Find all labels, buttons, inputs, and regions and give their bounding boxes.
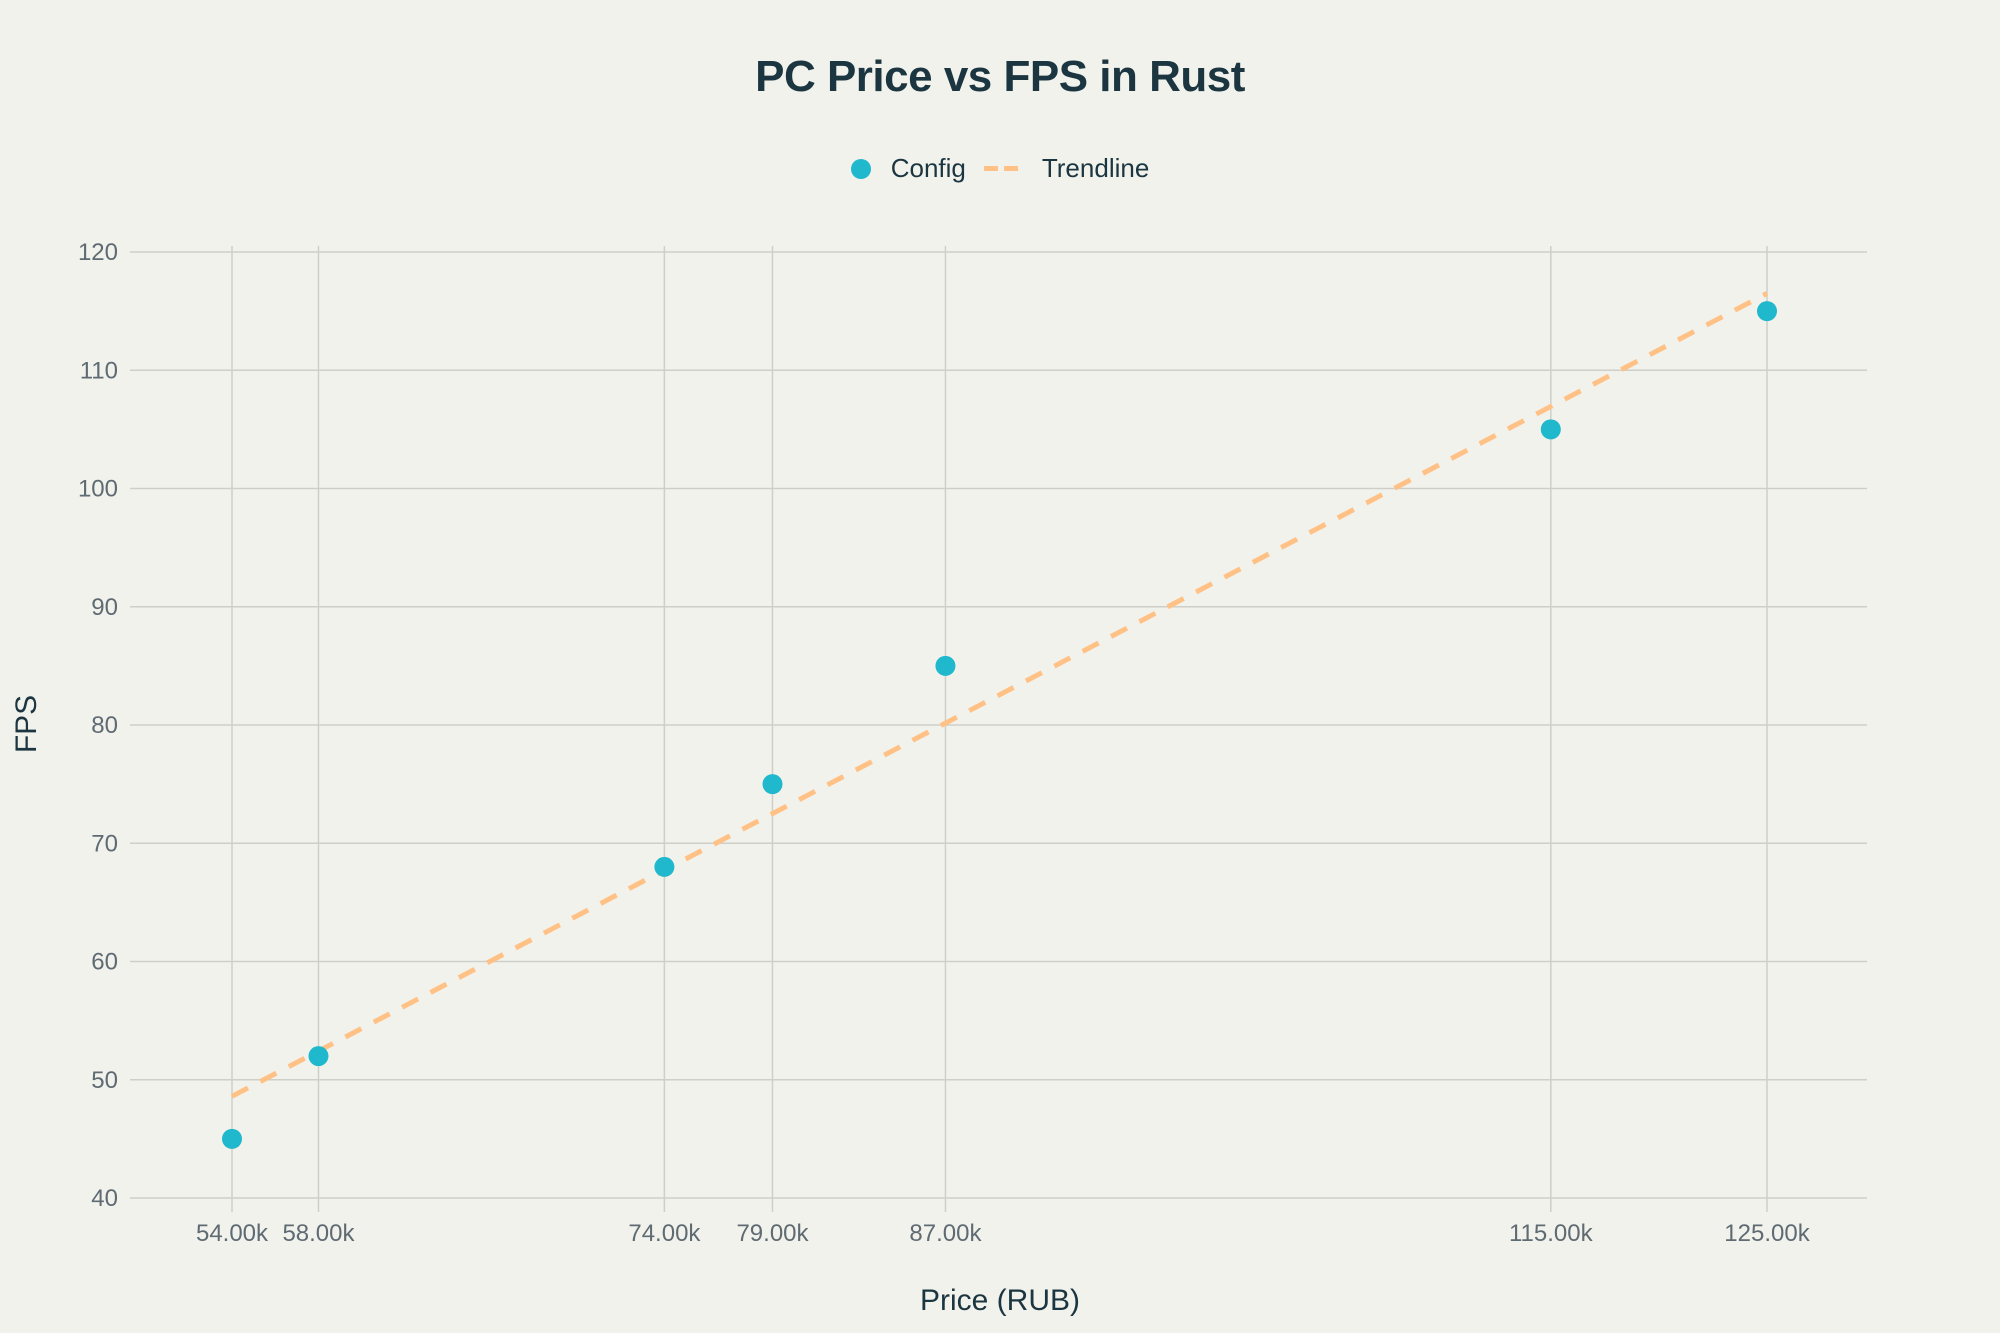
y-tick-label: 100 (78, 476, 118, 503)
x-tick-label: 74.00k (628, 1220, 701, 1247)
y-tick-label: 90 (91, 594, 118, 621)
dashed-line-icon (982, 165, 1026, 172)
legend: Config Trendline (0, 153, 2000, 184)
data-point[interactable] (935, 655, 956, 676)
x-gridlines (231, 246, 1768, 1212)
legend-item-config[interactable]: Config (850, 153, 966, 184)
data-point[interactable] (222, 1128, 242, 1149)
y-gridlines (130, 251, 1867, 1199)
y-tick-label: 80 (91, 712, 118, 739)
legend-label-trendline: Trendline (1041, 153, 1150, 183)
x-tick-label: 125.00k (1724, 1220, 1810, 1247)
data-point[interactable] (762, 774, 783, 795)
y-axis-ticks: 40 50 60 70 80 90 100 110 120 (78, 239, 118, 1212)
data-point[interactable] (308, 1046, 329, 1067)
x-tick-label: 54.00k (196, 1220, 269, 1247)
data-point[interactable] (1757, 301, 1777, 322)
circle-marker-icon (850, 158, 871, 179)
x-tick-label: 79.00k (736, 1220, 809, 1247)
x-axis-title: Price (RUB) (920, 1284, 1080, 1317)
x-tick-label: 87.00k (909, 1220, 982, 1247)
y-tick-label: 110 (80, 357, 118, 384)
x-tick-label: 115.00k (1509, 1220, 1594, 1247)
scatter-points (222, 301, 1777, 1149)
trendline (230, 291, 1769, 1099)
y-tick-label: 50 (91, 1067, 118, 1094)
y-tick-label: 120 (78, 239, 118, 266)
x-axis-ticks: 54.00k 58.00k 74.00k 79.00k 87.00k 115.00k 125… (196, 1220, 1811, 1247)
data-point[interactable] (654, 856, 675, 877)
legend-label-config: Config (890, 153, 966, 183)
y-axis-title: FPS (10, 695, 43, 753)
chart-title: PC Price vs FPS in Rust (755, 52, 1245, 101)
legend-item-trendline[interactable]: Trendline (982, 153, 1149, 184)
y-tick-label: 40 (91, 1185, 118, 1212)
y-tick-label: 60 (91, 949, 118, 976)
trendline-path (230, 291, 1769, 1099)
y-tick-label: 70 (91, 830, 118, 857)
x-tick-label: 58.00k (282, 1220, 355, 1247)
data-point[interactable] (1540, 419, 1561, 440)
